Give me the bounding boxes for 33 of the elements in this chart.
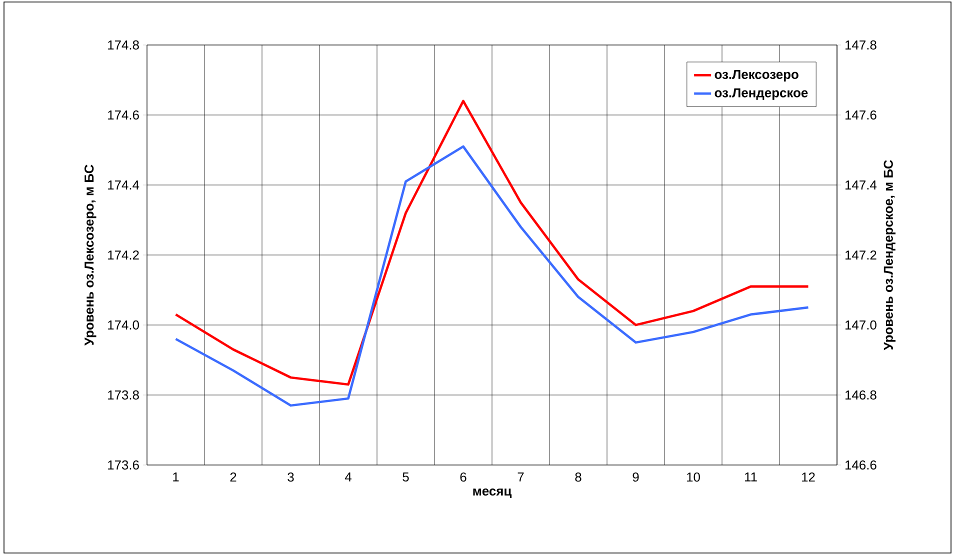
x-tick-label: 11 <box>745 472 757 482</box>
x-tick-label: 9 <box>632 472 639 482</box>
y2-tick-label: 147.8 <box>846 40 876 50</box>
y-tick-label: 174.2 <box>108 250 139 260</box>
line-series <box>174 145 810 407</box>
x-tick-label: 5 <box>402 472 409 482</box>
y2-tick-label: 147.2 <box>846 250 876 260</box>
x-tick-label: 4 <box>344 472 352 482</box>
x-tick-label: 7 <box>518 472 524 482</box>
y-axis-title: Уровень оз.Лексозеро, м БС <box>84 164 96 346</box>
y2-axis-title: Уровень оз.Лендерское, м БС <box>884 160 896 350</box>
x-tick-label: 8 <box>575 472 582 482</box>
x-tick-label: 3 <box>288 472 294 482</box>
legend-label: оз.Лендерское <box>714 88 808 100</box>
y-tick-label: 174.4 <box>108 180 140 190</box>
y2-tick-label: 147.0 <box>846 320 876 330</box>
y-tick-label: 173.8 <box>108 390 139 400</box>
y-tick-label: 174.0 <box>108 320 139 330</box>
y2-tick-label: 146.8 <box>846 390 876 400</box>
y2-tick-label: 147.4 <box>846 180 877 190</box>
x-tick-label: 6 <box>460 472 466 482</box>
y-tick-label: 174.6 <box>108 110 139 120</box>
x-axis-title: месяц <box>473 488 512 498</box>
line-series <box>174 100 810 386</box>
y2-tick-label: 146.6 <box>846 460 876 470</box>
legend-label: оз.Лексозеро <box>714 70 798 82</box>
y-tick-label: 173.6 <box>108 460 139 470</box>
y-tick-label: 174.8 <box>108 40 139 50</box>
x-tick-label: 12 <box>802 472 815 482</box>
x-tick-label: 2 <box>230 472 236 482</box>
y2-tick-label: 147.6 <box>846 110 876 120</box>
x-tick-label: 10 <box>687 472 700 482</box>
x-tick-label: 1 <box>173 472 179 482</box>
